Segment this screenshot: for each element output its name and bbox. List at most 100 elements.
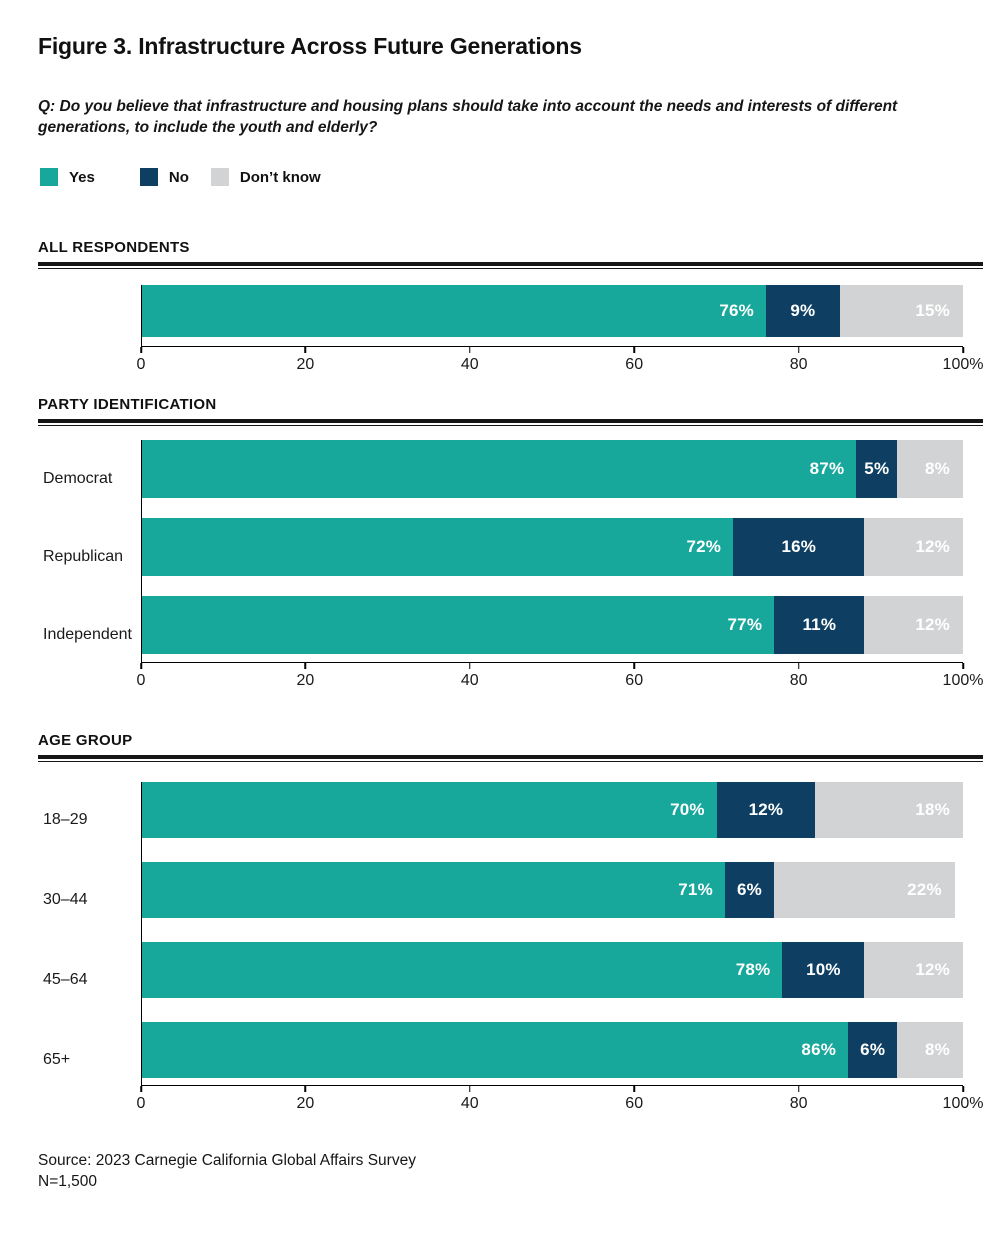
category-label: Democrat: [43, 470, 113, 487]
bar-value-label: 10%: [806, 960, 841, 979]
axis-tick: [633, 347, 635, 353]
source-text: Source: 2023 Carnegie California Global …: [38, 1152, 416, 1169]
axis-tick: [304, 1086, 307, 1092]
plot-area-age-group: 70% 12% 18% 18–29 71% 6% 22% 30–44 78% 10% 12% 45–6…: [43, 782, 963, 1086]
axis-tick: [962, 347, 964, 353]
bar-segment-don-t-know: 18%: [815, 782, 963, 838]
legend-label-no: No: [168, 168, 189, 186]
bar-value-label: 87%: [809, 459, 845, 478]
plot-area-party-identification: 87% 5% 8% Democrat 72% 16% 12% Republican 77% 11%…: [43, 440, 963, 663]
figure-title: Figure 3. Infrastructure Across Future G…: [38, 33, 582, 59]
axis-tick: [633, 663, 635, 669]
axis-tick: [140, 347, 142, 353]
bar-segment-no: 9%: [765, 285, 840, 337]
bar-value-label: 12%: [915, 615, 950, 634]
bar-value-label: 18%: [915, 800, 950, 819]
legend-item-dont-know: Don’t know: [210, 168, 321, 186]
bar-value-label: 9%: [790, 301, 816, 320]
bar-row: 86% 6% 8%: [142, 1022, 963, 1078]
source-block: Source: 2023 Carnegie California Global …: [38, 1150, 983, 1192]
legend-label-dont-know: Don’t know: [239, 168, 321, 186]
axis-tick: [797, 1086, 800, 1092]
bar-segment-don-t-know: 8%: [897, 440, 963, 498]
bar-value-label: 76%: [719, 301, 754, 320]
bar-value-label: 11%: [802, 615, 837, 634]
bar-value-label: 72%: [686, 537, 722, 556]
bar-row: 71% 6% 22%: [142, 862, 963, 918]
axis-tick-label: 60: [625, 1095, 644, 1112]
axis-tick-label: 0: [136, 356, 146, 373]
bar-value-label: 8%: [925, 459, 950, 478]
x-axis-party-identification: 0 20 40 60 80 100%: [137, 663, 983, 689]
axis-tick-label: 20: [296, 672, 315, 689]
axis-tick-label: 0: [136, 672, 146, 689]
chart-all-respondents: 76% 9% 15% 0 20 40 60 80 100%: [137, 285, 983, 373]
bar-segment-yes: 77%: [142, 596, 775, 654]
axis-tick-label: 60: [625, 356, 644, 373]
bar-value-label: 8%: [924, 1040, 950, 1059]
axis-tick: [962, 663, 964, 669]
bar-segment-yes: 72%: [142, 518, 734, 576]
category-label: Republican: [43, 548, 124, 565]
bar-value-label: 70%: [670, 800, 705, 819]
axis-tick-label: 100%: [942, 1095, 984, 1112]
bar-segment-no: 6%: [724, 862, 775, 918]
bar-row: 87% 5% 8%: [142, 440, 963, 498]
axis-tick-label: 80: [789, 672, 808, 689]
section-header-party-identification: PARTY IDENTIFICATION: [38, 396, 217, 413]
axis-tick: [304, 347, 307, 353]
section-rule: [38, 262, 983, 269]
bar-row: 77% 11% 12%: [142, 596, 963, 654]
category-label: 65+: [43, 1051, 71, 1068]
axis-tick-label: 20: [296, 356, 315, 373]
axis-tick-label: 40: [460, 356, 479, 373]
axis-tick-label: 100%: [942, 672, 984, 689]
bar-value-label: 12%: [748, 800, 784, 819]
survey-question: Q: Do you believe that infrastructure an…: [38, 98, 898, 136]
bar-value-label: 6%: [860, 1040, 886, 1059]
axis-tick-label: 60: [625, 672, 644, 689]
bar-value-label: 71%: [678, 880, 713, 899]
axis-tick-label: 20: [296, 1095, 315, 1112]
axis-tick-label: 80: [789, 356, 808, 373]
axis-tick: [469, 347, 471, 353]
section-rule: [38, 755, 983, 762]
bar-row: 78% 10% 12%: [142, 942, 963, 998]
bar-segment-no: 6%: [848, 1022, 898, 1078]
bar-segment-yes: 71%: [142, 862, 725, 918]
bar-segment-don-t-know: 12%: [864, 942, 963, 998]
legend-item-yes: Yes: [40, 168, 95, 186]
bar-value-label: 78%: [735, 960, 771, 979]
legend: Yes No Don’t know: [40, 168, 983, 186]
chart-age-group: 70% 12% 18% 18–29 71% 6% 22% 30–44 78% 10% 12% 45–6…: [43, 782, 983, 1112]
chart-party-identification: 87% 5% 8% Democrat 72% 16% 12% Republican 77% 11%…: [43, 440, 983, 689]
legend-swatch-yes: [40, 168, 58, 186]
axis-tick-label: 100%: [942, 356, 984, 373]
legend-label-yes: Yes: [69, 168, 95, 186]
bar-segment-don-t-know: 15%: [839, 285, 963, 337]
bar-segment-no: 16%: [733, 518, 865, 576]
section-header-all-respondents: ALL RESPONDENTS: [38, 239, 190, 256]
axis-tick-label: 40: [460, 1095, 479, 1112]
axis-tick-label: 0: [136, 1095, 146, 1112]
axis-tick: [469, 1086, 471, 1092]
bar-segment-yes: 86%: [142, 1022, 849, 1078]
bar-value-label: 12%: [915, 960, 950, 979]
bar-segment-no: 12%: [716, 782, 816, 838]
bar-segment-no: 11%: [774, 596, 865, 654]
bar-segment-yes: 76%: [142, 285, 766, 337]
category-label: Independent: [43, 626, 132, 643]
category-label: 18–29: [43, 811, 88, 828]
bar-segment-no: 5%: [856, 440, 898, 498]
bar-value-label: 5%: [864, 459, 890, 478]
sample-size: N=1,500: [38, 1173, 98, 1190]
bar-segment-yes: 70%: [142, 782, 717, 838]
bar-segment-don-t-know: 8%: [897, 1022, 963, 1078]
axis-tick: [962, 1086, 964, 1092]
bar-segment-yes: 87%: [142, 440, 857, 498]
bar-segment-yes: 78%: [142, 942, 783, 998]
x-axis-all-respondents: 0 20 40 60 80 100%: [137, 347, 983, 373]
axis-tick: [797, 347, 800, 353]
axis-tick: [140, 1086, 142, 1092]
axis-tick: [140, 663, 142, 669]
